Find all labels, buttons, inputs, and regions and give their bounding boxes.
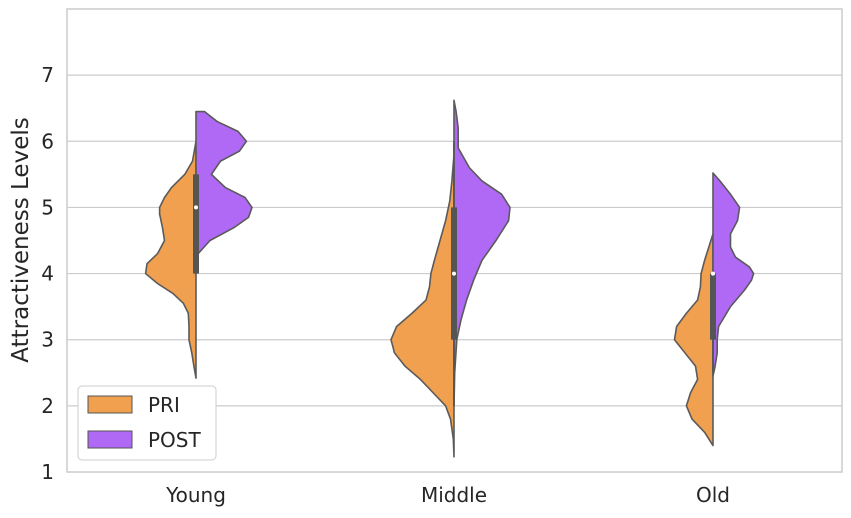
violin-post-middle [453, 99, 511, 407]
y-tick-label-1: 1 [41, 460, 54, 484]
y-tick-label-3: 3 [41, 328, 54, 352]
median-dot-middle [452, 271, 456, 276]
iqr-box-young [193, 174, 199, 274]
y-tick-labels: 1 2 3 4 5 6 7 [41, 63, 54, 484]
legend-swatch-post [87, 430, 133, 449]
y-axis-label: Attractiveness Levels [8, 117, 34, 362]
x-tick-label-old: Old [696, 483, 730, 507]
y-tick-label-6: 6 [41, 129, 54, 153]
violin-pri-young [144, 140, 197, 379]
legend-label-post: POST [148, 428, 201, 452]
iqr-box-old [710, 273, 716, 340]
x-tick-label-middle: Middle [421, 483, 487, 507]
violin-post-young [195, 110, 253, 275]
y-tick-label-7: 7 [41, 63, 54, 87]
median-dot-young [194, 205, 198, 210]
violin-post-old [712, 172, 755, 377]
y-tick-label-4: 4 [41, 262, 54, 286]
violin-pri-middle [390, 140, 455, 458]
median-dot-old [711, 271, 715, 276]
y-tick-label-5: 5 [41, 195, 54, 219]
legend: PRI POST [77, 385, 217, 461]
violins [144, 99, 755, 458]
legend-swatch-pri [87, 395, 133, 414]
violin-pri-old [673, 233, 714, 447]
x-tick-labels: Young Middle Old [165, 483, 730, 507]
x-tick-label-young: Young [165, 483, 226, 507]
legend-label-pri: PRI [148, 393, 180, 417]
y-tick-label-2: 2 [41, 394, 54, 418]
